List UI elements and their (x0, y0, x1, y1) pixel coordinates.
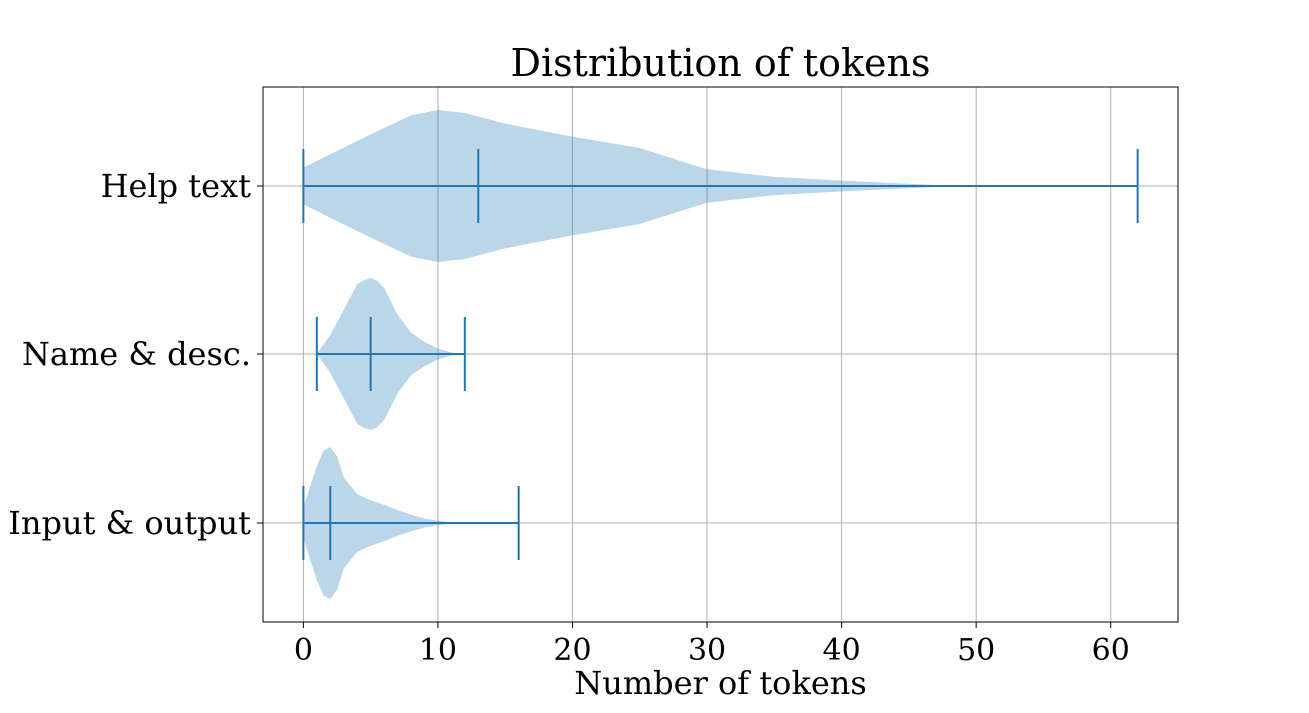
x-tick-label: 40 (823, 633, 861, 668)
x-tick-label: 20 (553, 633, 591, 668)
y-tick-label: Help text (101, 167, 252, 205)
y-tick-label: Input & output (8, 504, 251, 542)
chart-title: Distribution of tokens (510, 41, 930, 85)
y-tick-label: Name & desc. (22, 335, 251, 373)
x-tick-label: 50 (957, 633, 995, 668)
y-axis-ticks: Help text Name & desc. Input & output (8, 167, 263, 542)
x-tick-label: 0 (294, 633, 313, 668)
grid-lines (263, 87, 1178, 622)
x-axis-label: Number of tokens (574, 664, 867, 702)
violin-stat-lines (302, 149, 1139, 560)
x-tick-label: 30 (688, 633, 726, 668)
x-tick-label: 60 (1092, 633, 1130, 668)
x-tick-label: 10 (419, 633, 457, 668)
x-axis-ticks: 0 10 20 30 40 50 60 (294, 622, 1130, 668)
